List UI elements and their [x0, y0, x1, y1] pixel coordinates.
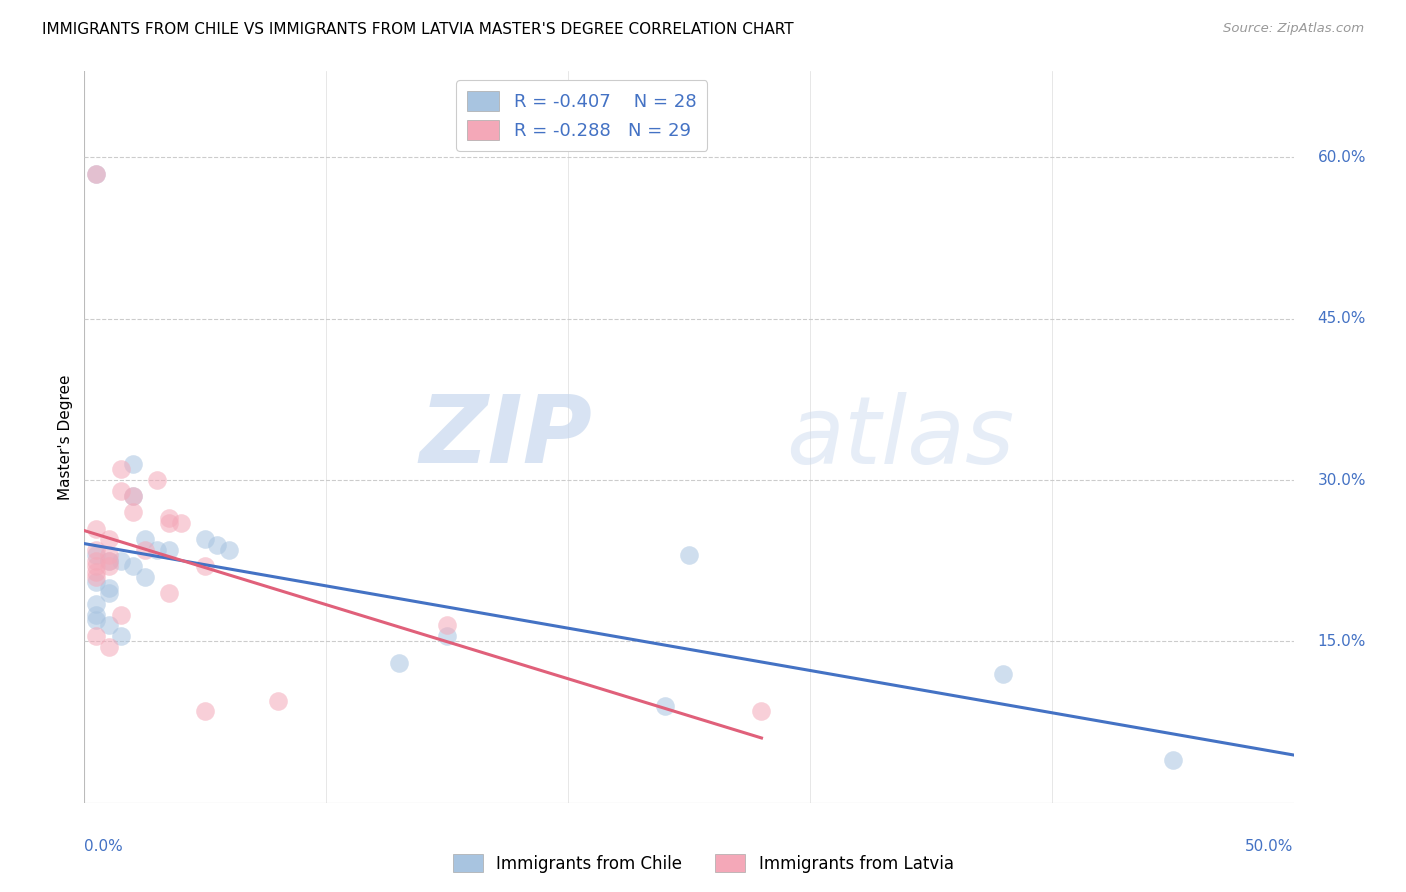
Point	[97, 586, 120, 600]
Point	[218, 543, 240, 558]
Point	[121, 505, 143, 519]
Point	[110, 462, 132, 476]
Point	[134, 543, 156, 558]
Point	[97, 640, 120, 654]
Point	[86, 167, 108, 181]
Point	[194, 705, 217, 719]
Point	[86, 167, 108, 181]
Point	[97, 554, 120, 568]
Text: Source: ZipAtlas.com: Source: ZipAtlas.com	[1223, 22, 1364, 36]
Point	[157, 516, 180, 530]
Point	[194, 559, 217, 574]
Point	[146, 543, 169, 558]
Point	[110, 607, 132, 622]
Text: 30.0%: 30.0%	[1317, 473, 1367, 488]
Point	[436, 629, 458, 643]
Text: 50.0%: 50.0%	[1246, 839, 1294, 855]
Text: ZIP: ZIP	[419, 391, 592, 483]
Point	[86, 607, 108, 622]
Point	[86, 549, 108, 563]
Point	[388, 656, 411, 670]
Point	[1161, 753, 1184, 767]
Point	[134, 533, 156, 547]
Text: IMMIGRANTS FROM CHILE VS IMMIGRANTS FROM LATVIA MASTER'S DEGREE CORRELATION CHAR: IMMIGRANTS FROM CHILE VS IMMIGRANTS FROM…	[42, 22, 794, 37]
Point	[207, 538, 229, 552]
Point	[121, 489, 143, 503]
Point	[121, 457, 143, 471]
Point	[751, 705, 773, 719]
Point	[86, 570, 108, 584]
Point	[110, 483, 132, 498]
Text: 45.0%: 45.0%	[1317, 311, 1367, 326]
Text: 60.0%: 60.0%	[1317, 150, 1367, 165]
Point	[993, 666, 1015, 681]
Point	[121, 559, 143, 574]
Point	[97, 559, 120, 574]
Point	[86, 597, 108, 611]
Point	[157, 510, 180, 524]
Point	[157, 586, 180, 600]
Legend: Immigrants from Chile, Immigrants from Latvia: Immigrants from Chile, Immigrants from L…	[446, 847, 960, 880]
Point	[86, 554, 108, 568]
Point	[110, 554, 132, 568]
Text: 15.0%: 15.0%	[1317, 634, 1367, 649]
Point	[170, 516, 193, 530]
Point	[134, 570, 156, 584]
Point	[86, 559, 108, 574]
Text: atlas: atlas	[786, 392, 1014, 483]
Legend: R = -0.407    N = 28, R = -0.288   N = 29: R = -0.407 N = 28, R = -0.288 N = 29	[456, 80, 707, 151]
Point	[146, 473, 169, 487]
Point	[97, 581, 120, 595]
Point	[110, 629, 132, 643]
Point	[121, 489, 143, 503]
Point	[97, 618, 120, 632]
Point	[86, 565, 108, 579]
Point	[86, 629, 108, 643]
Point	[194, 533, 217, 547]
Text: 0.0%: 0.0%	[84, 839, 124, 855]
Point	[678, 549, 700, 563]
Point	[436, 618, 458, 632]
Point	[157, 543, 180, 558]
Point	[97, 533, 120, 547]
Point	[97, 549, 120, 563]
Point	[267, 693, 290, 707]
Point	[654, 698, 676, 713]
Point	[86, 543, 108, 558]
Y-axis label: Master's Degree: Master's Degree	[58, 375, 73, 500]
Point	[86, 613, 108, 627]
Point	[86, 521, 108, 535]
Point	[97, 554, 120, 568]
Point	[86, 575, 108, 590]
